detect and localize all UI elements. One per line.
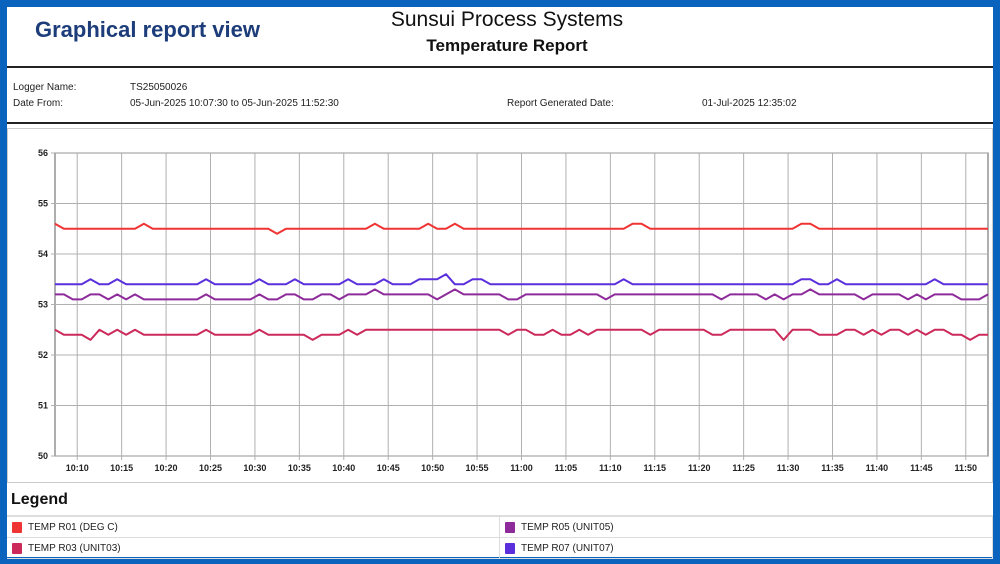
x-tick-label: 11:00	[510, 463, 533, 473]
company-name: Sunsui Process Systems	[390, 8, 624, 31]
legend-item-r07: TEMP R07 (UNIT07)	[500, 538, 993, 558]
series-line-r03	[54, 328, 988, 341]
legend-swatch	[12, 521, 22, 533]
x-tick-label: 11:10	[599, 463, 622, 473]
series-line-r01	[54, 222, 988, 235]
generated-value: 01-Jul-2025 12:35:02	[702, 98, 797, 109]
report-page: Graphical report view Sunsui Process Sys…	[7, 7, 993, 559]
x-tick-label: 11:30	[777, 463, 800, 473]
view-title: Graphical report view	[35, 17, 260, 42]
x-tick-label: 10:30	[243, 463, 266, 473]
series-line-r07	[55, 273, 988, 286]
y-tick-label: 51	[38, 401, 48, 411]
legend-row: TEMP R03 (UNIT03) TEMP R07 (UNIT07)	[7, 538, 993, 559]
date-value: 05-Jun-2025 10:07:30 to 05-Jun-2025 11:5…	[130, 98, 339, 109]
x-tick-label: 10:55	[466, 463, 489, 473]
legend-swatch	[505, 542, 515, 554]
x-tick-label: 11:45	[910, 463, 933, 473]
x-tick-label: 11:05	[555, 463, 578, 473]
legend-swatch	[12, 542, 22, 554]
legend-label: TEMP R05 (UNIT05)	[521, 521, 614, 533]
legend-item-r01: TEMP R01 (DEG C)	[7, 517, 500, 537]
x-tick-label: 10:10	[66, 463, 89, 473]
chart-area: 50 51 52 53 54 55 56 10:10 10:15 10:20 10:25 10:30…	[7, 128, 993, 483]
x-tick-label: 10:45	[377, 463, 400, 473]
y-tick-label: 50	[38, 451, 48, 461]
logger-label: Logger Name:	[13, 82, 77, 93]
info-divider	[7, 122, 993, 124]
x-tick-label: 11:25	[732, 463, 755, 473]
x-tick-label: 11:50	[955, 463, 978, 473]
legend-label: TEMP R01 (DEG C)	[28, 521, 118, 533]
legend-title: Legend	[11, 491, 68, 508]
y-tick-label: 54	[38, 249, 48, 259]
x-tick-label: 10:40	[332, 463, 355, 473]
legend-row: TEMP R01 (DEG C) TEMP R05 (UNIT05)	[7, 517, 993, 538]
y-tick-label: 55	[38, 199, 48, 209]
x-tick-label: 10:15	[110, 463, 133, 473]
generated-label: Report Generated Date:	[507, 98, 614, 109]
y-tick-label: 52	[38, 350, 48, 360]
legend-table: TEMP R01 (DEG C) TEMP R05 (UNIT05) TEMP …	[7, 515, 993, 559]
x-tick-label: 11:35	[821, 463, 844, 473]
header-divider	[7, 66, 993, 68]
x-tick-label: 10:50	[421, 463, 444, 473]
x-tick-label: 11:40	[866, 463, 889, 473]
x-tick-label: 11:20	[688, 463, 711, 473]
y-tick-label: 56	[38, 148, 48, 158]
x-tick-label: 11:15	[644, 463, 667, 473]
logger-value: TS25050026	[130, 82, 188, 93]
legend-swatch	[505, 521, 515, 533]
legend-label: TEMP R03 (UNIT03)	[28, 542, 121, 554]
legend-item-r03: TEMP R03 (UNIT03)	[7, 538, 500, 558]
series-line-r05	[55, 288, 989, 301]
legend-label: TEMP R07 (UNIT07)	[521, 542, 614, 554]
temperature-line-chart: 50 51 52 53 54 55 56 10:10 10:15 10:20 10:25 10:30…	[38, 148, 989, 473]
x-tick-label: 10:20	[155, 463, 178, 473]
report-title: Temperature Report	[426, 36, 588, 55]
x-tick-label: 10:25	[199, 463, 222, 473]
x-tick-label: 10:35	[288, 463, 311, 473]
date-label: Date From:	[13, 98, 64, 109]
legend-item-r05: TEMP R05 (UNIT05)	[500, 517, 993, 537]
y-tick-label: 53	[38, 300, 48, 310]
